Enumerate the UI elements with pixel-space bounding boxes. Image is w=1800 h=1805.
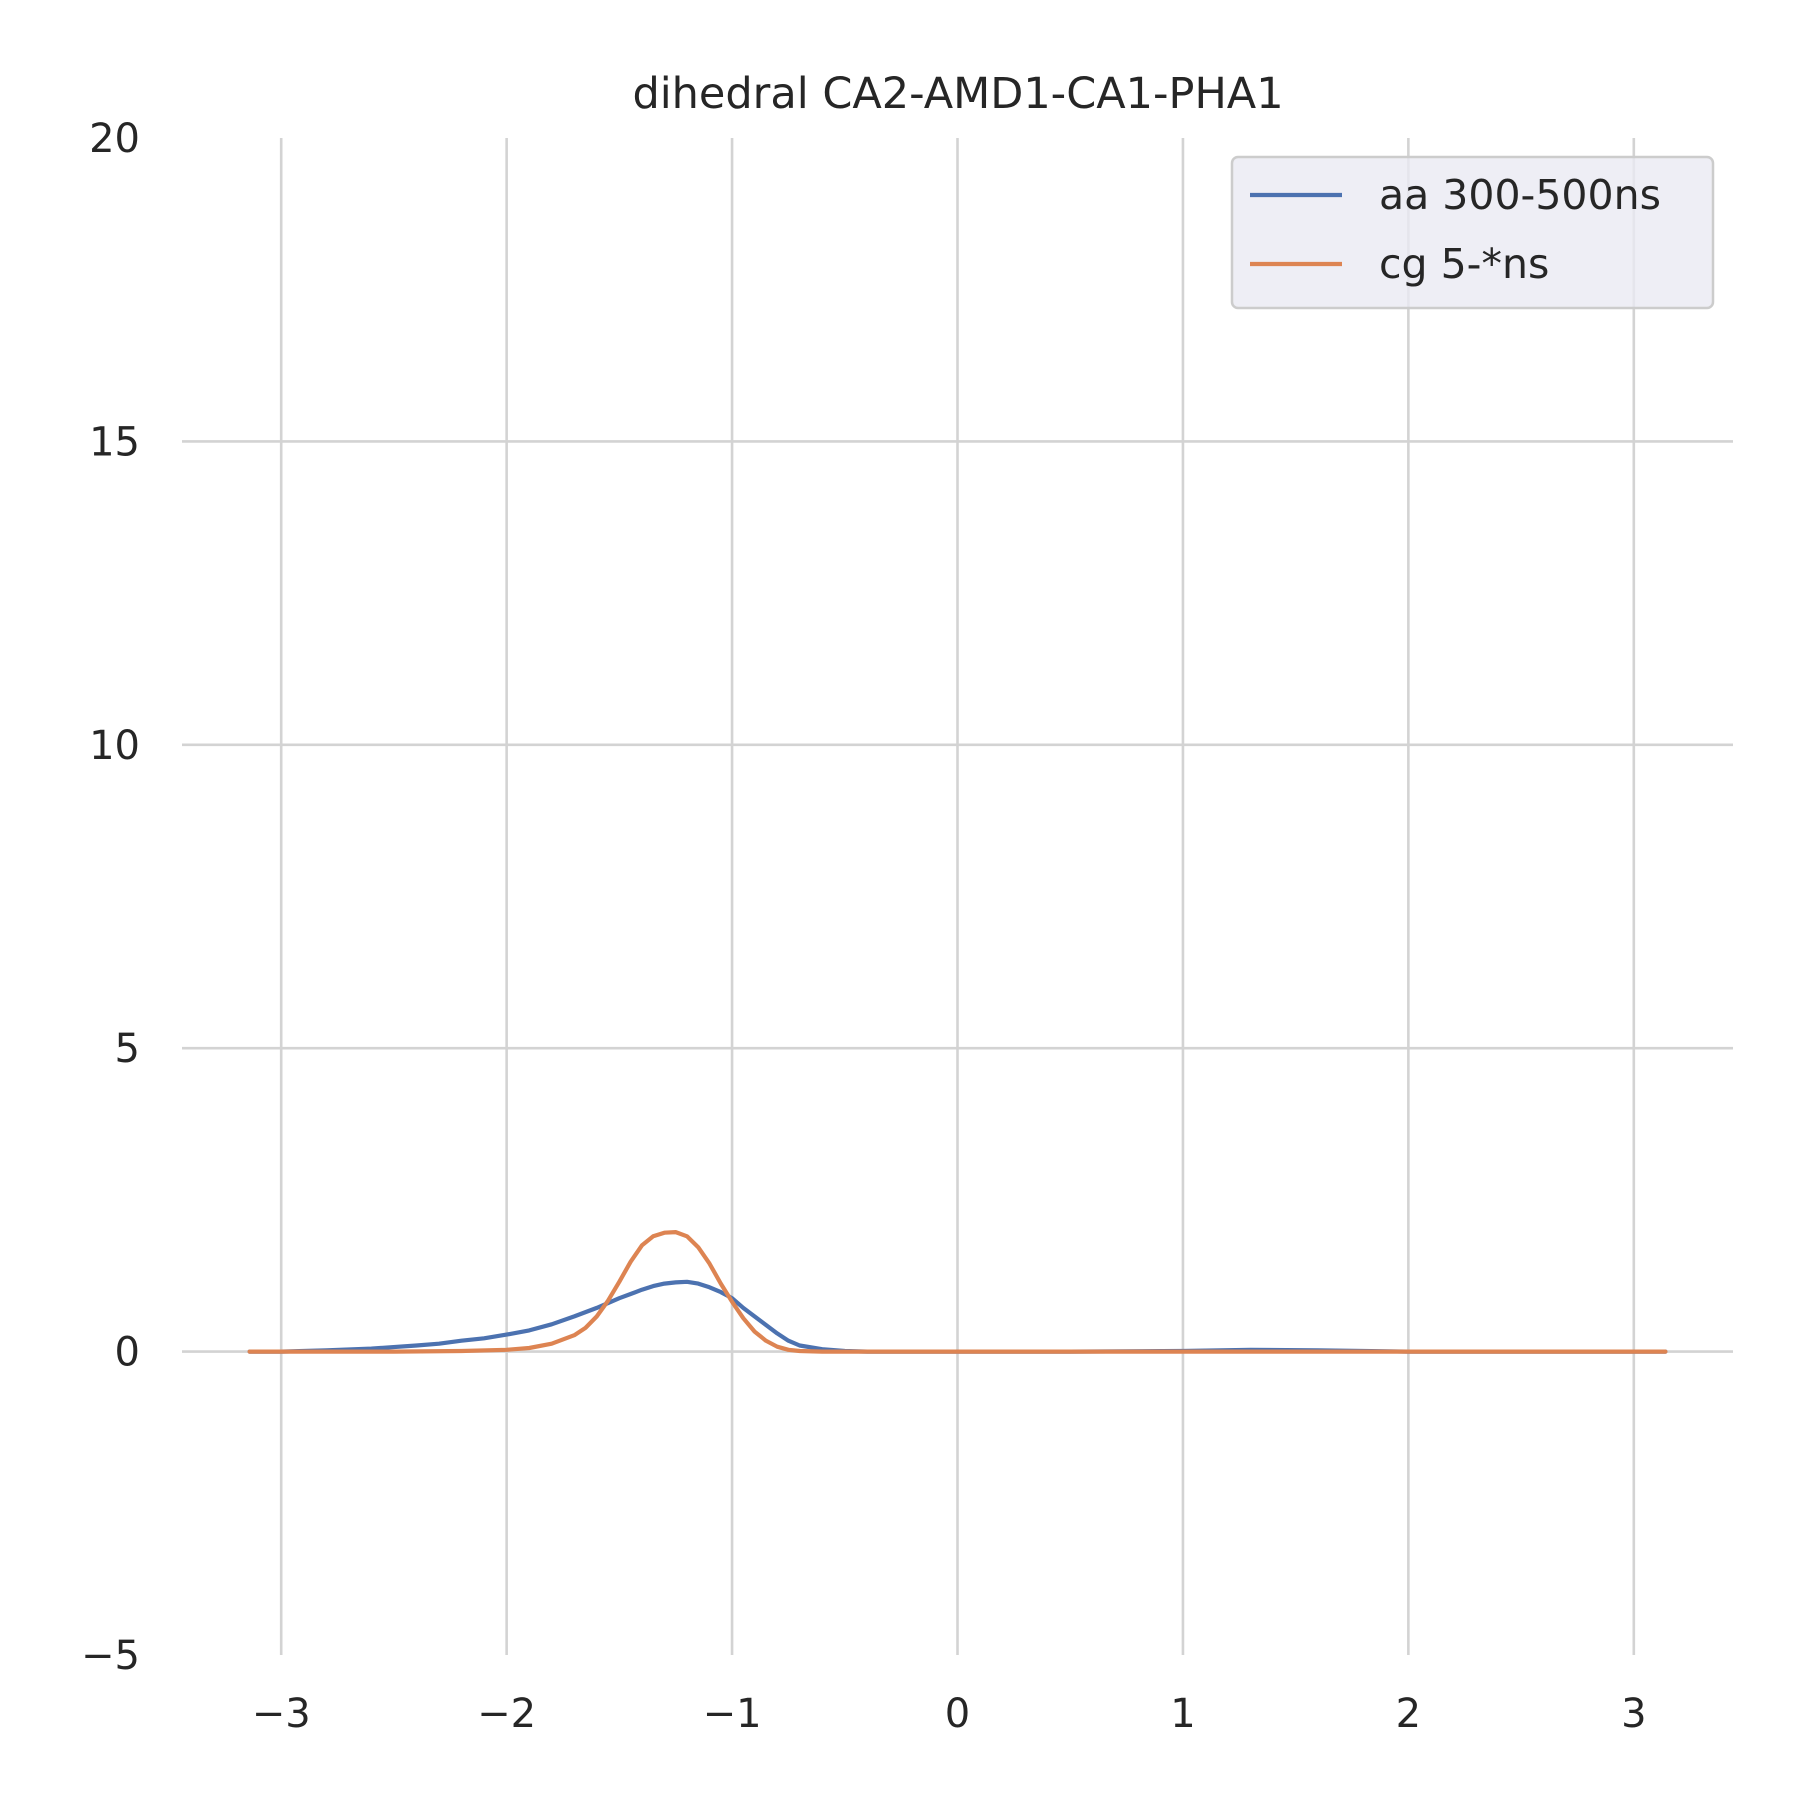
y-tick-label: 5 xyxy=(115,1026,140,1072)
legend-label-2: cg 5-*ns xyxy=(1379,240,1549,288)
x-tick-label: 2 xyxy=(1396,1691,1421,1737)
y-tick-label: 0 xyxy=(115,1330,140,1376)
legend-box xyxy=(1230,155,1715,310)
x-tick-label: −3 xyxy=(252,1691,311,1737)
x-tick-label: 3 xyxy=(1621,1691,1646,1737)
y-tick-label: 20 xyxy=(89,116,140,162)
grid xyxy=(182,138,1733,1655)
chart-title: dihedral CA2-AMD1-CA1-PHA1 xyxy=(632,69,1283,119)
legend-label-1: aa 300-500ns xyxy=(1379,171,1661,219)
x-tick-label: −1 xyxy=(703,1691,762,1737)
x-tick-label: 0 xyxy=(945,1691,970,1737)
y-tick-label: 15 xyxy=(89,419,140,465)
legend: aa 300-500ns cg 5-*ns xyxy=(1230,155,1715,310)
y-tick-label: 10 xyxy=(89,723,140,769)
series-lines xyxy=(247,1229,1668,1354)
y-tick-label: −5 xyxy=(81,1633,140,1679)
tick-labels: −3 −2 −1 0 1 2 3 −5 0 5 10 15 20 xyxy=(81,116,1647,1737)
series-line-2 xyxy=(247,1229,1668,1354)
x-tick-label: −2 xyxy=(477,1691,536,1737)
x-tick-label: 1 xyxy=(1170,1691,1195,1737)
